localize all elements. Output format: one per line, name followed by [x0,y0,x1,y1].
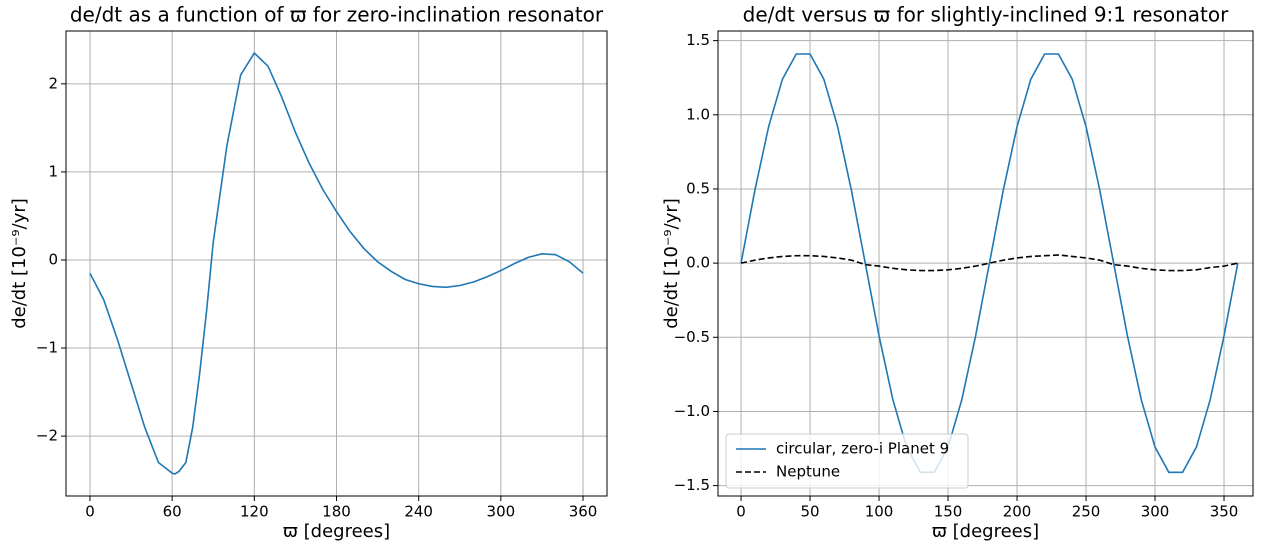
y-tick-label: 0.5 [686,179,710,197]
y-tick-label: 0.0 [686,254,710,272]
axes-frame [717,30,1254,497]
x-tick-label: 360 [569,503,598,521]
legend-label: circular, zero-i Planet 9 [776,440,949,458]
y-tick-label: 2 [48,74,58,92]
chart-title: de/dt as a function of ϖ for zero-inclin… [70,3,604,27]
x-tick-label: 100 [865,503,894,521]
x-tick-label: 50 [800,503,819,521]
plot-area: 0 50 100 150 200 250 300 350 −1.5 −1.0 −0.5 0.0 0.5 1… [674,30,1254,521]
y-tick-label: −2 [36,427,58,445]
x-tick-label: 350 [1210,503,1239,521]
x-axis-label: ϖ [degrees] [932,521,1039,542]
y-axis-label: de/dt [10⁻⁹/yr] [9,198,30,329]
y-tick-label: 1 [48,162,58,180]
x-tick-label: 0 [736,503,746,521]
x-tick-label: 250 [1072,503,1101,521]
y-tick-label: −1 [36,339,58,357]
x-tick-label: 300 [1141,503,1170,521]
legend-box [725,433,969,489]
y-axis-label: de/dt [10⁻⁹/yr] [661,198,682,329]
y-tick-label: 1.5 [686,31,710,49]
y-tick-label: 1.0 [686,105,710,123]
data-line [740,254,1238,272]
x-tick-label: 0 [85,503,95,521]
x-tick-label: 240 [404,503,433,521]
x-tick-label: 60 [163,503,182,521]
axes-frame [65,30,608,497]
y-tick-label: −1.5 [674,476,710,494]
legend: circular, zero-i Planet 9 Neptune [725,433,969,489]
x-tick-label: 200 [1003,503,1032,521]
x-tick-label: 180 [322,503,351,521]
y-tick-label: 0 [48,250,58,268]
plot-area: 0 60 120 180 240 300 360 −2 −1 0 1 2 [36,30,608,521]
legend-label: Neptune [776,463,840,481]
x-axis-label: ϖ [degrees] [283,521,390,542]
x-tick-label: 120 [240,503,269,521]
data-line [89,51,584,475]
y-tick-label: −0.5 [674,328,710,346]
x-tick-label: 150 [934,503,963,521]
x-tick-label: 300 [487,503,516,521]
y-tick-label: −1.0 [674,402,710,420]
chart-title: de/dt versus ϖ for slightly-inclined 9:1… [743,3,1230,27]
data-line [740,53,1239,474]
